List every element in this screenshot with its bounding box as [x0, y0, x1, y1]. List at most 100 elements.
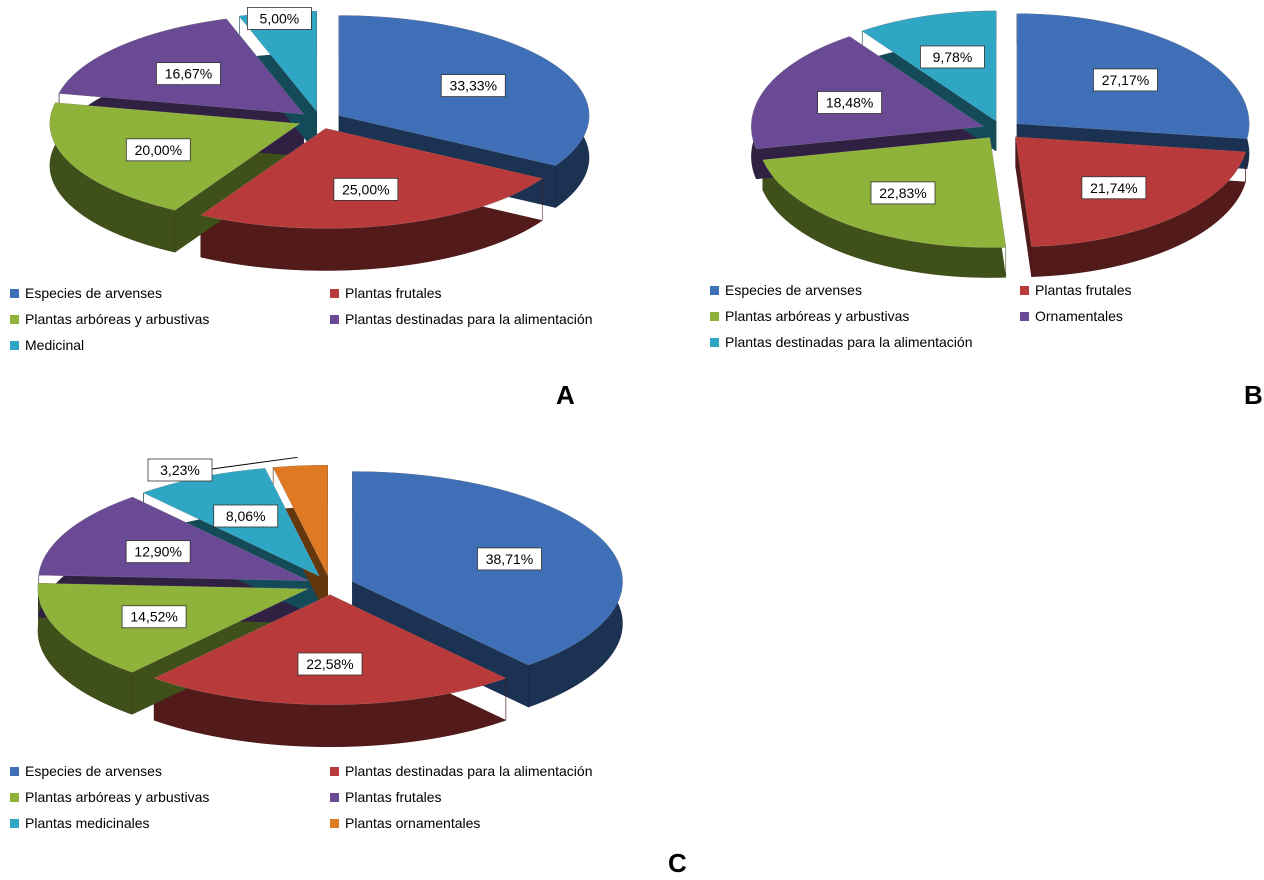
data-label: 14,52%: [121, 605, 187, 629]
legend-swatch: [10, 792, 19, 802]
data-label: 38,71%: [477, 547, 542, 571]
legend-swatch: [710, 285, 719, 295]
legend-label: Plantas frutales: [345, 285, 442, 301]
data-label-box: [125, 540, 191, 564]
data-label-text: 20,00%: [135, 142, 182, 158]
data-label-box: [156, 62, 221, 86]
legend-swatch: [10, 340, 19, 350]
data-label-text: 16,67%: [165, 66, 212, 82]
panel-letter-b: B: [1244, 380, 1263, 410]
data-label-box: [870, 181, 936, 205]
data-label-text: 21,74%: [1090, 180, 1137, 196]
legend-item: Plantas frutales: [1020, 282, 1132, 298]
legend-label: Ornamentales: [1035, 308, 1123, 324]
legend-item: Plantas frutales: [330, 285, 442, 301]
data-label: 8,06%: [213, 504, 279, 528]
data-label: 9,78%: [920, 45, 985, 69]
legend-label: Plantas destinadas para la alimentación: [345, 763, 593, 779]
legend-item: Plantas frutales: [330, 789, 442, 805]
data-label-box: [440, 74, 506, 97]
legend-item: Plantas ornamentales: [330, 815, 480, 831]
data-label: 3,23%: [147, 456, 298, 482]
legend-swatch: [330, 288, 339, 298]
legend-item: Plantas medicinales: [10, 815, 150, 831]
legend-label: Plantas arbóreas y arbustivas: [25, 311, 210, 327]
data-label-text: 5,00%: [260, 10, 300, 26]
data-label: 22,83%: [870, 181, 936, 205]
data-label: 22,58%: [297, 652, 363, 676]
pie-chart-a-plot: 33,33% 25,00% 20,00% 16,67% 5,00%: [49, 7, 590, 271]
legend-swatch: [330, 766, 339, 776]
legend-label: Especies de arvenses: [25, 285, 162, 301]
data-label-text: 14,52%: [130, 609, 177, 625]
legend-label: Especies de arvenses: [25, 763, 162, 779]
leader-line: [211, 456, 298, 470]
data-label-text: 27,17%: [1102, 72, 1149, 88]
data-label-text: 38,71%: [486, 551, 533, 567]
legend-item: Especies de arvenses: [710, 282, 862, 298]
data-label-box: [125, 138, 191, 162]
data-label-box: [147, 458, 213, 482]
legend-item: Ornamentales: [1020, 308, 1123, 324]
pie-chart-a-legend: Especies de arvenses Plantas frutales Plan…: [10, 285, 660, 365]
pie-chart-a: 33,33% 25,00% 20,00% 16,67% 5,00% Especies d…: [0, 0, 660, 420]
legend-item: Plantas destinadas para la alimentación: [710, 334, 973, 350]
legend-label: Plantas frutales: [345, 789, 442, 805]
data-label-text: 8,06%: [226, 508, 266, 524]
legend-swatch: [330, 314, 339, 324]
data-label: 27,17%: [1093, 68, 1158, 92]
pie-chart-c-plot: 38,71% 22,58% 14,52% 12,90% 8,06% 3,23%: [37, 456, 623, 748]
legend-swatch: [710, 337, 719, 347]
legend-item: Plantas destinadas para la alimentación: [330, 311, 593, 327]
legend-label: Plantas arbóreas y arbustivas: [25, 789, 210, 805]
legend-item: Medicinal: [10, 337, 84, 353]
data-label-box: [333, 177, 399, 201]
legend-swatch: [710, 311, 719, 321]
data-label-text: 9,78%: [933, 49, 973, 65]
slice: [38, 496, 309, 581]
legend-item: Plantas arbóreas y arbustivas: [10, 789, 209, 805]
data-label-text: 22,58%: [306, 656, 353, 672]
panel-letter-a: A: [556, 380, 575, 410]
legend-item: Especies de arvenses: [10, 763, 162, 779]
data-label: 21,74%: [1081, 176, 1147, 200]
data-label-box: [1081, 176, 1147, 200]
data-label-box: [817, 91, 882, 114]
legend-label: Especies de arvenses: [725, 282, 862, 298]
data-label-text: 12,90%: [134, 544, 181, 560]
data-label-box: [1093, 68, 1158, 92]
pie-chart-c-legend: Especies de arvenses Plantas destinadas p…: [10, 763, 690, 843]
legend-label: Plantas destinadas para la alimentación: [345, 311, 593, 327]
data-label-box: [247, 7, 312, 30]
data-label-box: [297, 652, 363, 676]
data-label: 12,90%: [125, 540, 191, 564]
data-label: 25,00%: [333, 177, 399, 201]
legend-swatch: [1020, 285, 1029, 295]
data-label-box: [121, 605, 187, 629]
legend-swatch: [10, 314, 19, 324]
data-label-text: 3,23%: [160, 462, 200, 478]
legend-label: Plantas frutales: [1035, 282, 1132, 298]
pie-chart-b-legend: Especies de arvenses Plantas frutales Plan…: [710, 282, 1260, 362]
legend-swatch: [10, 766, 19, 776]
data-label: 20,00%: [125, 138, 191, 162]
data-label: 18,48%: [817, 91, 882, 114]
slice: [272, 465, 328, 576]
legend-swatch: [10, 818, 19, 828]
legend-swatch: [10, 288, 19, 298]
data-label-box: [213, 504, 279, 528]
pie-chart-b: 27,17% 21,74% 22,83% 18,48% 9,78% Especies d…: [700, 0, 1264, 420]
panel-letter-c: C: [668, 848, 687, 878]
pie-chart-b-plot: 27,17% 21,74% 22,83% 18,48% 9,78%: [751, 10, 1250, 278]
legend-label: Plantas ornamentales: [345, 815, 481, 831]
legend-label: Medicinal: [25, 337, 85, 353]
data-label-text: 22,83%: [879, 185, 926, 201]
legend-item: Plantas destinadas para la alimentación: [330, 763, 593, 779]
legend-swatch: [1020, 311, 1029, 321]
slice: [153, 594, 507, 706]
legend-label: Plantas arbóreas y arbustivas: [725, 308, 910, 324]
data-label-box: [477, 547, 542, 571]
data-label: 5,00%: [247, 7, 312, 30]
data-label-text: 18,48%: [826, 94, 873, 110]
legend-item: Plantas arbóreas y arbustivas: [10, 311, 209, 327]
